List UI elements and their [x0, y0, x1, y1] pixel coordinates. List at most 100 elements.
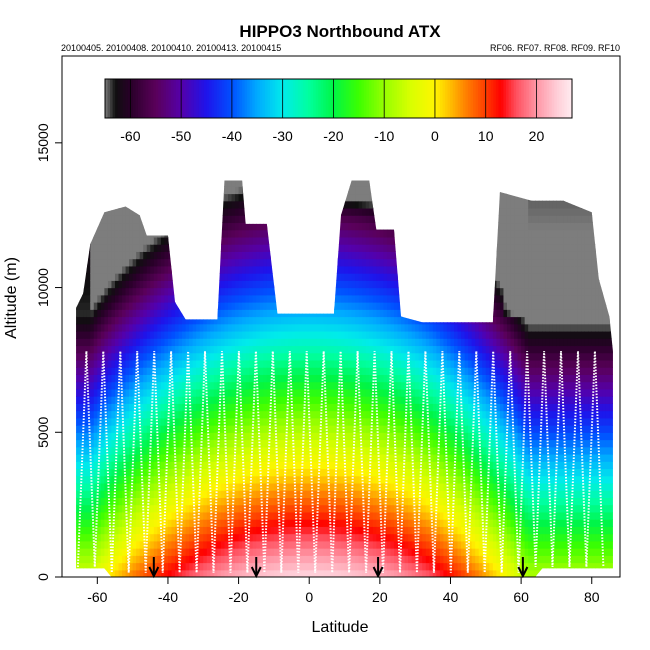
- heatmap-cell: [143, 388, 148, 397]
- heatmap-cell: [167, 338, 173, 347]
- heatmap-cell: [277, 381, 282, 390]
- heatmap-cell: [348, 316, 353, 325]
- heatmap-cell: [104, 287, 109, 296]
- heatmap-cell: [114, 251, 120, 260]
- heatmap-cell: [104, 504, 109, 513]
- heatmap-cell: [157, 265, 162, 274]
- heatmap-cell: [153, 338, 158, 347]
- heatmap-cell: [235, 490, 240, 499]
- heatmap-cell: [231, 294, 236, 303]
- heatmap-cell: [323, 359, 328, 368]
- heatmap-cell: [344, 468, 349, 477]
- heatmap-cell: [341, 497, 346, 506]
- heatmap-cell: [326, 540, 331, 549]
- heatmap-cell: [139, 294, 144, 303]
- heatmap-cell: [97, 244, 102, 252]
- heatmap-cell: [220, 396, 226, 404]
- heatmap-cell: [192, 439, 197, 448]
- heatmap-cell: [245, 338, 250, 347]
- heatmap-cell: [355, 244, 360, 252]
- heatmap-cell: [242, 388, 247, 397]
- heatmap-cell: [86, 359, 91, 368]
- heatmap-cell: [136, 265, 141, 274]
- heatmap-cell: [143, 540, 148, 549]
- heatmap-cell: [231, 482, 236, 491]
- heatmap-cell: [114, 511, 120, 520]
- heatmap-cell: [164, 258, 169, 267]
- heatmap-cell: [104, 548, 109, 556]
- heatmap-cell: [295, 533, 300, 542]
- heatmap-cell: [171, 309, 176, 318]
- heatmap-cell: [316, 374, 321, 383]
- heatmap-cell: [86, 352, 91, 361]
- heatmap-cell: [196, 526, 201, 535]
- heatmap-cell: [90, 410, 95, 419]
- heatmap-cell: [93, 330, 98, 339]
- heatmap-cell: [114, 425, 120, 433]
- heatmap-cell: [203, 323, 208, 332]
- heatmap-cell: [224, 396, 229, 404]
- heatmap-cell: [125, 352, 130, 361]
- heatmap-cell: [319, 519, 324, 527]
- heatmap-cell: [93, 490, 98, 499]
- heatmap-cell: [227, 352, 233, 361]
- heatmap-cell: [235, 396, 240, 404]
- heatmap-cell: [224, 562, 229, 571]
- heatmap-cell: [344, 482, 349, 491]
- heatmap-cell: [224, 280, 229, 289]
- heatmap-cell: [189, 388, 194, 397]
- heatmap-cell: [235, 186, 240, 195]
- heatmap-cell: [143, 511, 148, 520]
- heatmap-cell: [252, 482, 257, 491]
- heatmap-cell: [263, 244, 268, 252]
- heatmap-cell: [238, 193, 243, 202]
- heatmap-cell: [326, 338, 331, 347]
- heatmap-cell: [224, 345, 229, 354]
- heatmap-cell: [182, 519, 187, 527]
- heatmap-cell: [249, 316, 254, 325]
- heatmap-cell: [192, 388, 197, 397]
- heatmap-cell: [104, 265, 109, 274]
- heatmap-cell: [146, 439, 151, 448]
- heatmap-cell: [249, 236, 254, 245]
- heatmap-cell: [344, 555, 349, 564]
- heatmap-cell: [238, 244, 243, 252]
- heatmap-cell: [139, 302, 144, 310]
- heatmap-cell: [182, 482, 187, 491]
- heatmap-cell: [266, 461, 271, 470]
- heatmap-cell: [139, 273, 144, 281]
- heatmap-cell: [76, 490, 81, 499]
- heatmap-cell: [118, 294, 123, 303]
- heatmap-cell: [249, 244, 254, 252]
- heatmap-cell: [291, 555, 296, 564]
- heatmap-cell: [365, 417, 370, 426]
- heatmap-cell: [107, 294, 113, 303]
- heatmap-cell: [358, 200, 363, 209]
- heatmap-cell: [316, 548, 321, 556]
- heatmap-cell: [344, 323, 349, 332]
- heatmap-cell: [227, 432, 233, 441]
- heatmap-cell: [111, 425, 116, 433]
- heatmap-cell: [249, 439, 254, 448]
- heatmap-cell: [249, 511, 254, 520]
- heatmap-cell: [298, 533, 303, 542]
- heatmap-cell: [139, 359, 144, 368]
- heatmap-cell: [284, 461, 289, 470]
- heatmap-cell: [348, 309, 353, 318]
- heatmap-cell: [104, 222, 109, 231]
- heatmap-cell: [358, 309, 363, 318]
- heatmap-cell: [365, 403, 370, 412]
- heatmap-cell: [245, 229, 250, 238]
- heatmap-cell: [100, 323, 105, 332]
- heatmap-cell: [266, 403, 271, 412]
- heatmap-cell: [266, 302, 271, 310]
- heatmap-cell: [175, 338, 180, 347]
- heatmap-cell: [217, 345, 222, 354]
- heatmap-cell: [171, 569, 176, 577]
- heatmap-cell: [252, 338, 257, 347]
- heatmap-cell: [235, 309, 240, 318]
- heatmap-cell: [256, 302, 261, 310]
- heatmap-cell: [270, 511, 275, 520]
- heatmap-cell: [333, 403, 339, 412]
- heatmap-cell: [249, 229, 254, 238]
